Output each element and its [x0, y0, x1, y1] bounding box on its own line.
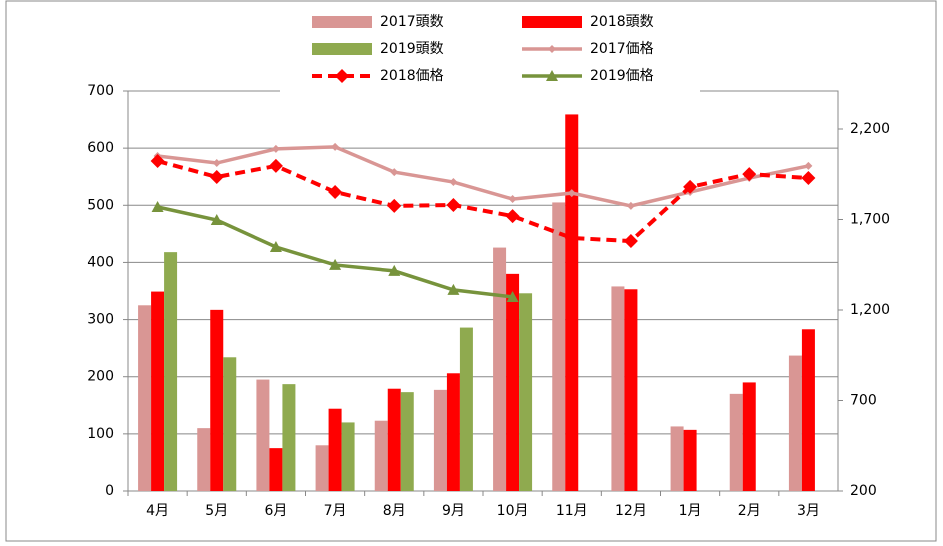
x-tick-label: 12月: [615, 503, 647, 519]
bar: [315, 445, 329, 491]
point: [328, 184, 343, 199]
legend-marker: [546, 70, 558, 81]
point: [210, 214, 223, 226]
bar: [269, 448, 283, 491]
bar: [210, 309, 224, 491]
y2-tick-label: 200: [850, 483, 877, 499]
point: [447, 283, 460, 295]
legend-label: 2017頭数: [380, 14, 444, 30]
y-tick-label: 100: [87, 426, 114, 442]
point: [150, 154, 165, 169]
line: [157, 145, 809, 208]
bar: [459, 327, 473, 491]
point: [742, 167, 757, 182]
bar: [223, 357, 237, 491]
bar: [788, 355, 802, 491]
x-tick-label: 2月: [738, 503, 761, 519]
y2-tick-label: 1,200: [850, 302, 890, 318]
point: [268, 158, 283, 173]
point: [151, 201, 164, 213]
point: [508, 195, 517, 204]
x-tick-label: 6月: [264, 503, 287, 519]
point: [388, 264, 401, 276]
y-tick-label: 700: [87, 83, 114, 99]
bar: [387, 388, 401, 491]
y-tick-label: 0: [105, 483, 114, 499]
point: [683, 179, 698, 194]
y-tick-label: 400: [87, 254, 114, 270]
bar: [493, 247, 507, 491]
x-tick-label: 11月: [556, 503, 588, 519]
point: [564, 230, 579, 245]
legend-label: 2019頭数: [380, 41, 444, 57]
point: [387, 198, 402, 213]
bar: [552, 202, 566, 491]
bar: [446, 373, 460, 491]
point: [505, 209, 520, 224]
point: [626, 201, 635, 210]
bar: [400, 392, 414, 491]
x-tick-label: 4月: [146, 503, 169, 519]
bar: [506, 273, 520, 491]
bar: [341, 422, 355, 491]
y2-tick-label: 1,700: [850, 212, 890, 228]
legend-marker: [335, 69, 349, 83]
point: [209, 169, 224, 184]
line: [157, 159, 809, 244]
legend-swatch: [522, 16, 582, 28]
y2-tick-label: 2,200: [850, 121, 890, 137]
point: [449, 178, 458, 187]
y-tick-label: 200: [87, 369, 114, 385]
point: [331, 142, 340, 151]
legend-label: 2018価格: [380, 68, 444, 84]
x-tick-label: 10月: [497, 503, 529, 519]
y2-tick-label: 700: [850, 393, 877, 409]
point: [623, 234, 638, 249]
y-tick-label: 300: [87, 312, 114, 328]
point: [446, 198, 461, 213]
y-tick-label: 600: [87, 140, 114, 156]
x-tick-label: 5月: [205, 503, 228, 519]
x-tick-label: 8月: [383, 503, 406, 519]
x-tick-label: 3月: [797, 503, 820, 519]
bar: [801, 329, 815, 491]
point: [506, 290, 519, 302]
bar: [197, 428, 211, 491]
point: [271, 144, 280, 153]
bar: [164, 252, 178, 491]
legend-marker: [548, 45, 556, 53]
bar: [328, 408, 342, 491]
bar: [282, 384, 296, 491]
bar: [151, 291, 165, 491]
point: [329, 258, 342, 270]
point: [804, 161, 813, 170]
bar: [729, 393, 743, 491]
bar: [256, 379, 270, 491]
bar: [742, 382, 756, 491]
legend-label: 2017価格: [590, 41, 654, 57]
point: [567, 189, 576, 198]
x-tick-label: 7月: [324, 503, 347, 519]
legend-swatch: [312, 43, 372, 55]
x-tick-label: 1月: [679, 503, 702, 519]
point: [212, 159, 221, 168]
bar: [670, 426, 684, 491]
x-tick-label: 9月: [442, 503, 465, 519]
point: [269, 241, 282, 253]
bar: [374, 420, 388, 491]
bar: [519, 293, 533, 491]
bar: [683, 429, 697, 491]
legend-label: 2019価格: [590, 68, 654, 84]
bar: [138, 305, 152, 491]
y-tick-label: 500: [87, 197, 114, 213]
legend-label: 2018頭数: [590, 14, 654, 30]
bar: [565, 114, 579, 491]
bar: [611, 286, 625, 491]
bar: [433, 389, 447, 491]
point: [801, 171, 816, 186]
bar: [624, 289, 638, 491]
point: [390, 168, 399, 177]
legend-swatch: [312, 16, 372, 28]
